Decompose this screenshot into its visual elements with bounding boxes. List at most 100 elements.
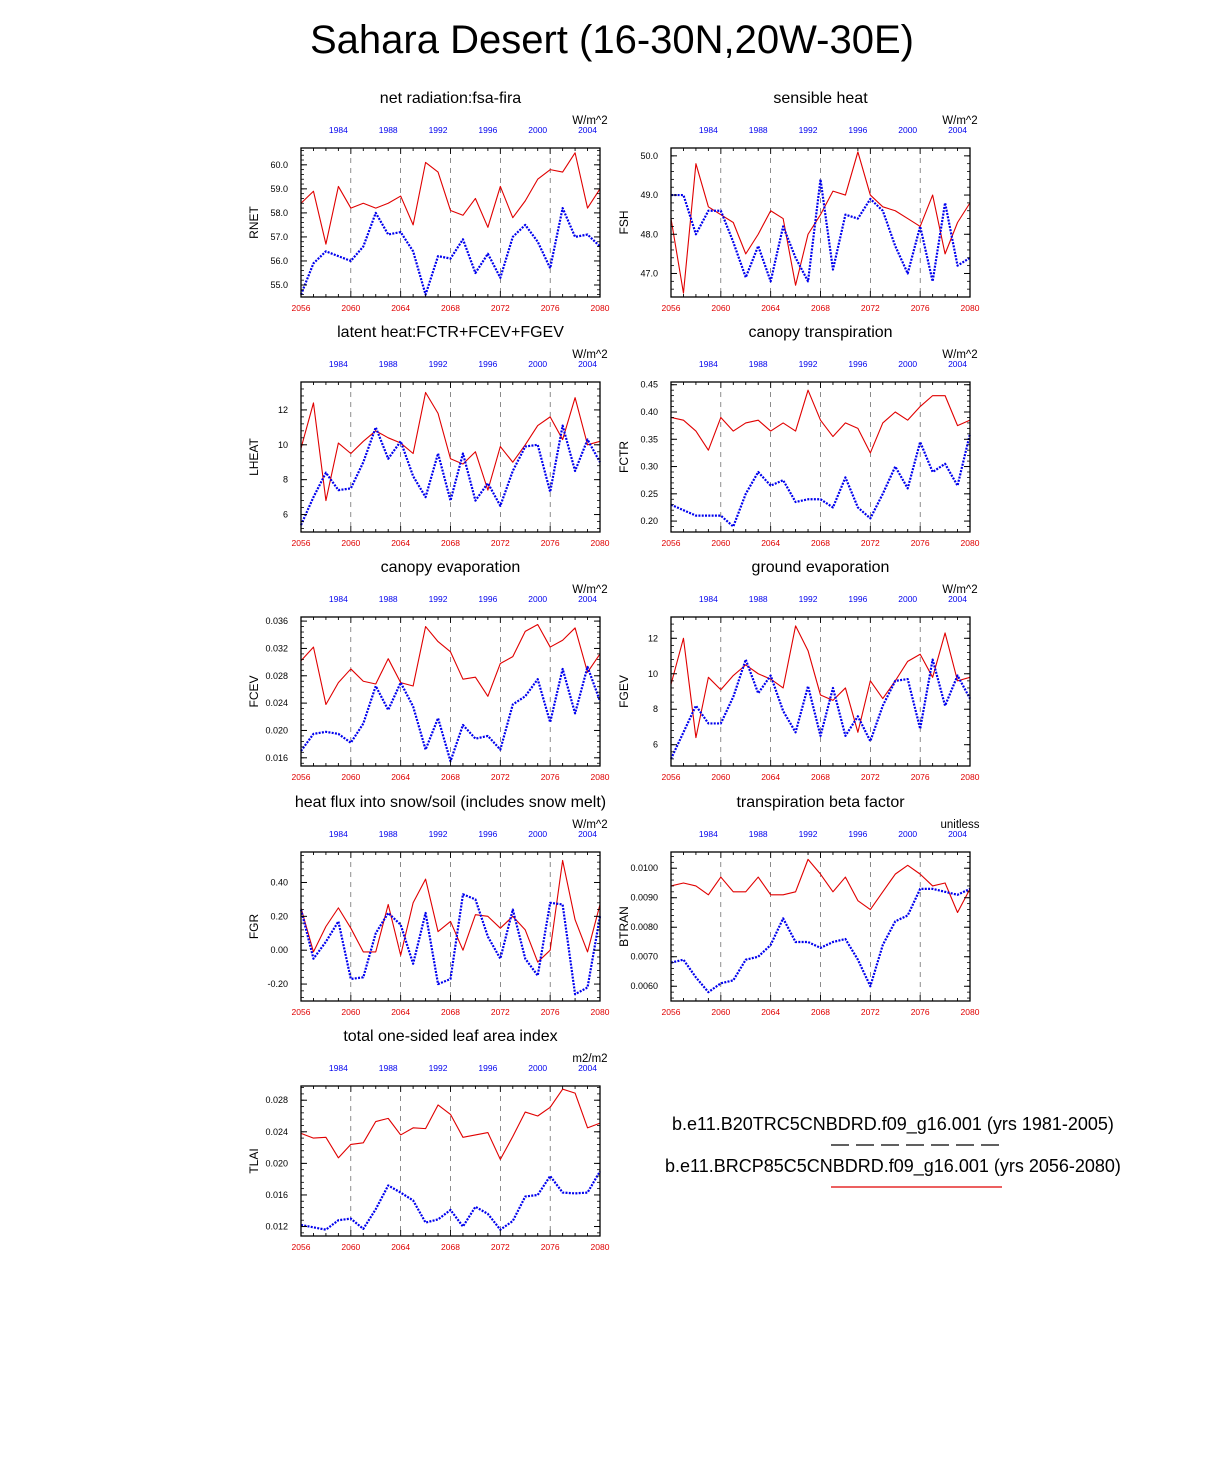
y-tick-label: 0.0100 <box>630 863 658 873</box>
x-bottom-tick-label: 2060 <box>341 1242 360 1252</box>
y-tick-label: 0.028 <box>265 1095 288 1105</box>
x-bottom-tick-label: 2080 <box>591 772 610 782</box>
y-tick-label: 0.20 <box>270 911 288 921</box>
x-top-tick-label: 2004 <box>948 829 967 839</box>
x-top-tick-label: 2000 <box>898 359 917 369</box>
units-label: W/m^2 <box>942 584 977 596</box>
series-line-future <box>670 625 971 739</box>
y-tick-label: 6 <box>653 740 658 750</box>
units-label: m2/m2 <box>572 1053 607 1065</box>
y-tick-label: 60.0 <box>270 160 288 170</box>
x-bottom-tick-label: 2068 <box>811 538 830 548</box>
y-tick-label: 8 <box>653 704 658 714</box>
x-bottom-tick-label: 2080 <box>591 538 610 548</box>
x-bottom-tick-label: 2056 <box>662 772 681 782</box>
x-bottom-tick-label: 2068 <box>441 538 460 548</box>
x-bottom-tick-label: 2068 <box>811 303 830 313</box>
x-bottom-tick-label: 2060 <box>341 1007 360 1017</box>
units-label: W/m^2 <box>942 349 977 361</box>
x-top-tick-label: 1988 <box>749 359 768 369</box>
y-tick-label: 0.028 <box>265 671 288 681</box>
y-tick-label: 0.20 <box>640 516 658 526</box>
x-bottom-tick-label: 2060 <box>711 772 730 782</box>
x-top-tick-label: 1988 <box>379 1063 398 1073</box>
series-line-future <box>670 389 971 454</box>
x-top-tick-label: 1992 <box>429 594 448 604</box>
series-line-future <box>300 1088 601 1160</box>
x-bottom-tick-label: 2068 <box>811 772 830 782</box>
x-top-tick-label: 1996 <box>478 125 497 135</box>
page-title: Sahara Desert (16-30N,20W-30E) <box>310 18 914 62</box>
y-axis-label: FCEV <box>247 675 261 707</box>
x-bottom-tick-label: 2072 <box>491 1007 510 1017</box>
y-tick-label: 58.0 <box>270 208 288 218</box>
x-bottom-tick-label: 2076 <box>911 1007 930 1017</box>
x-bottom-tick-label: 2076 <box>541 538 560 548</box>
y-tick-label: 12 <box>278 405 288 415</box>
y-tick-label: 57.0 <box>270 232 288 242</box>
x-top-tick-label: 1992 <box>799 594 818 604</box>
units-label: unitless <box>941 819 980 831</box>
x-bottom-tick-label: 2076 <box>541 303 560 313</box>
y-tick-label: 59.0 <box>270 184 288 194</box>
x-bottom-tick-label: 2064 <box>761 772 780 782</box>
legend-historical-line <box>831 1144 1002 1146</box>
units-label: W/m^2 <box>572 349 607 361</box>
x-bottom-tick-label: 2064 <box>391 303 410 313</box>
x-top-tick-label: 1984 <box>329 594 348 604</box>
chart-btran: transpiration beta factor unitless BTRAN 20… <box>617 794 980 1017</box>
y-tick-label: 10 <box>648 669 658 679</box>
series-line-future <box>300 391 601 502</box>
x-top-tick-label: 1992 <box>429 829 448 839</box>
x-bottom-tick-label: 2072 <box>861 538 880 548</box>
x-top-tick-label: 1996 <box>478 1063 497 1073</box>
x-bottom-tick-label: 2072 <box>491 1242 510 1252</box>
chart-title: latent heat:FCTR+FCEV+FGEV <box>337 324 564 341</box>
x-bottom-tick-label: 2064 <box>391 1007 410 1017</box>
y-tick-label: 0.020 <box>265 725 288 735</box>
x-top-tick-label: 1996 <box>478 359 497 369</box>
x-bottom-tick-label: 2080 <box>961 303 980 313</box>
x-bottom-tick-label: 2056 <box>292 772 311 782</box>
x-bottom-tick-label: 2072 <box>861 303 880 313</box>
y-tick-label: 0.012 <box>265 1222 288 1232</box>
x-top-tick-label: 1992 <box>429 125 448 135</box>
chart-fsh: sensible heat W/m^2 FSH 2056 2060 2064 2068 207… <box>617 90 980 313</box>
y-axis-label: FSH <box>617 211 631 235</box>
series-line-future <box>670 858 971 914</box>
x-bottom-tick-label: 2060 <box>711 1007 730 1017</box>
y-tick-label: 10 <box>278 440 288 450</box>
x-top-tick-label: 1992 <box>429 1063 448 1073</box>
x-top-tick-label: 2004 <box>948 359 967 369</box>
x-bottom-tick-label: 2068 <box>441 1242 460 1252</box>
x-top-tick-label: 2004 <box>948 594 967 604</box>
y-tick-label: 0.0090 <box>630 893 658 903</box>
x-top-tick-label: 2000 <box>528 125 547 135</box>
y-tick-label: 49.0 <box>640 190 658 200</box>
x-top-tick-label: 1988 <box>749 594 768 604</box>
x-top-tick-label: 1984 <box>329 1063 348 1073</box>
x-top-tick-label: 2004 <box>578 1063 597 1073</box>
x-bottom-tick-label: 2060 <box>711 303 730 313</box>
x-bottom-tick-label: 2076 <box>541 772 560 782</box>
x-top-tick-label: 1984 <box>699 829 718 839</box>
x-top-tick-label: 1996 <box>848 359 867 369</box>
y-axis-label: BTRAN <box>617 906 631 947</box>
y-tick-label: 0.0080 <box>630 922 658 932</box>
chart-lheat: latent heat:FCTR+FCEV+FGEV W/m^2 LHEAT 2056… <box>247 324 610 548</box>
chart-tlai: total one-sided leaf area index m2/m2 TLAI… <box>247 1028 610 1252</box>
x-bottom-tick-label: 2064 <box>761 538 780 548</box>
y-tick-label: 0.016 <box>265 1190 288 1200</box>
x-bottom-tick-label: 2060 <box>341 538 360 548</box>
x-bottom-tick-label: 2064 <box>391 1242 410 1252</box>
x-bottom-tick-label: 2076 <box>541 1007 560 1017</box>
series-line-historical <box>300 1170 601 1231</box>
x-bottom-tick-label: 2076 <box>911 538 930 548</box>
y-tick-label: 0.00 <box>270 945 288 955</box>
chart-fcev: canopy evaporation W/m^2 FCEV 2056 2060 2064 2… <box>247 559 610 782</box>
y-tick-label: 0.024 <box>265 1127 288 1137</box>
chart-fgev: ground evaporation W/m^2 FGEV 2056 2060 2064 2… <box>617 559 980 782</box>
y-tick-label: 55.0 <box>270 280 288 290</box>
x-top-tick-label: 1984 <box>699 125 718 135</box>
units-label: W/m^2 <box>942 115 977 127</box>
